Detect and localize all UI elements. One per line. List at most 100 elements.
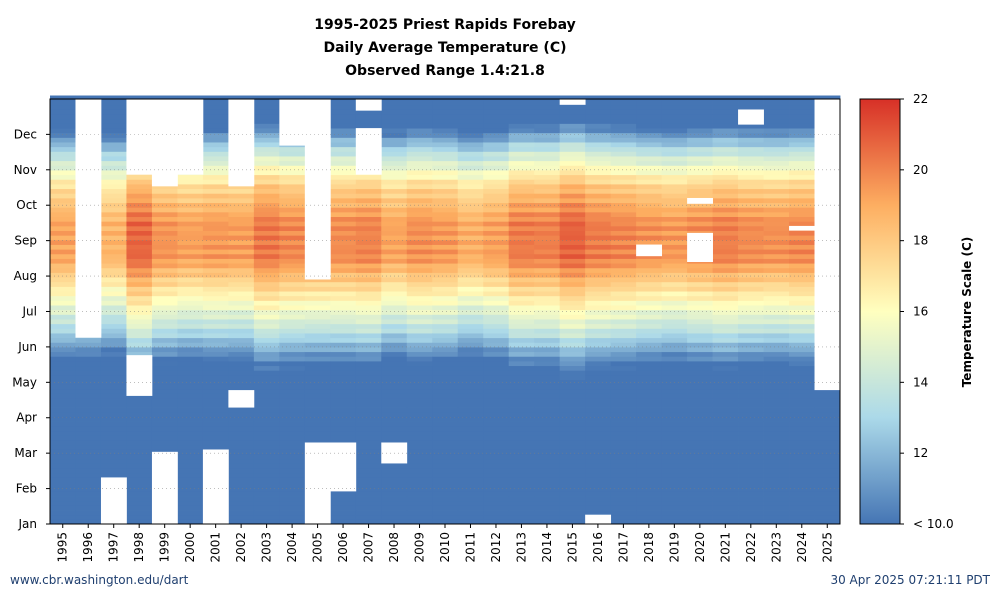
heat-cell	[661, 160, 688, 166]
footer-source-link[interactable]: www.cbr.washington.edu/dart	[10, 573, 189, 587]
heat-cell	[712, 319, 739, 325]
heat-cell	[202, 239, 229, 245]
missing-data-block	[228, 99, 255, 187]
heat-cell	[279, 277, 306, 283]
heat-cell	[585, 118, 612, 124]
heat-cell	[228, 449, 255, 455]
heat-cell	[483, 440, 510, 446]
heat-cell	[610, 295, 637, 301]
heat-cell	[279, 374, 306, 381]
heat-cell	[279, 328, 306, 334]
heat-cell	[50, 258, 76, 264]
heat-cell	[177, 291, 204, 297]
heat-cell	[789, 402, 815, 408]
heat-cell	[508, 165, 535, 171]
heat-cell	[508, 426, 535, 432]
heat-cell	[381, 109, 408, 115]
heat-cell	[559, 486, 586, 492]
heat-cell	[151, 277, 178, 283]
heat-cell	[789, 510, 815, 516]
heat-cell	[636, 109, 663, 115]
heat-cell	[457, 230, 484, 236]
heat-cell	[304, 281, 331, 287]
heat-cell	[50, 151, 76, 157]
heat-cell	[457, 365, 484, 371]
heat-cell	[126, 328, 153, 334]
heat-cell	[202, 416, 229, 422]
heat-cell	[585, 300, 612, 306]
heat-cell	[483, 356, 510, 362]
heat-cell	[304, 286, 331, 292]
heat-cell	[483, 463, 510, 469]
heat-cell	[406, 142, 433, 148]
heat-cell	[151, 263, 178, 269]
heat-cell	[432, 398, 459, 404]
heat-cell	[763, 295, 790, 301]
heat-cell	[279, 337, 306, 343]
heat-cell	[534, 211, 561, 218]
heat-cell	[559, 356, 586, 362]
heat-cell	[483, 426, 510, 432]
heat-cell	[457, 388, 484, 394]
heat-cell	[636, 323, 663, 329]
heat-cell	[432, 277, 459, 283]
missing-data-block	[151, 451, 178, 524]
heat-cell	[457, 249, 484, 255]
heat-cell	[253, 160, 280, 166]
heat-cell	[763, 486, 790, 492]
heat-cell	[151, 95, 178, 101]
x-tick-label: 2012	[489, 532, 503, 563]
heat-cell	[534, 95, 561, 101]
heat-cell	[763, 193, 790, 199]
heat-cell	[126, 514, 153, 520]
heat-cell	[534, 272, 561, 278]
heat-cell	[508, 128, 535, 134]
heat-cell	[151, 435, 178, 441]
heat-cell	[406, 328, 433, 334]
heat-cell	[202, 188, 229, 194]
heat-cell	[483, 454, 510, 460]
heat-cell	[228, 277, 255, 283]
heat-cell	[763, 184, 790, 190]
heat-cell	[636, 519, 663, 525]
heat-cell	[687, 170, 713, 176]
heat-cell	[687, 216, 713, 222]
heat-cell	[330, 416, 357, 422]
heat-cell	[355, 267, 382, 273]
heat-cell	[789, 184, 815, 190]
heat-cell	[151, 211, 178, 218]
heat-cell	[687, 360, 713, 367]
colorbar-tick-label: 14	[913, 375, 928, 389]
heat-cell	[661, 426, 688, 432]
heat-cell	[559, 370, 586, 376]
heat-cell	[151, 337, 178, 343]
heat-cell	[126, 225, 153, 231]
heat-cell	[50, 235, 76, 241]
heat-cell	[687, 109, 713, 115]
heat-cell	[228, 472, 255, 478]
x-tick-label: 2024	[795, 532, 809, 563]
heat-cell	[202, 374, 229, 381]
heat-cell	[483, 295, 510, 301]
heat-cell	[661, 440, 688, 446]
heat-cell	[814, 500, 841, 506]
heat-cell	[585, 211, 612, 218]
heat-cell	[253, 449, 280, 455]
heat-cell	[559, 137, 586, 143]
heat-cell	[100, 225, 127, 231]
heat-cell	[202, 225, 229, 231]
heat-cell	[789, 407, 815, 413]
heat-cell	[534, 291, 561, 297]
heat-cell	[738, 333, 764, 339]
heat-cell	[50, 146, 76, 152]
heat-cell	[50, 430, 76, 436]
heat-cell	[177, 347, 204, 353]
heat-cell	[483, 514, 510, 520]
heat-cell	[228, 319, 255, 325]
heat-cell	[457, 300, 484, 306]
heat-cell	[50, 482, 76, 488]
heat-cell	[712, 197, 739, 204]
heat-cell	[126, 468, 153, 474]
heat-cell	[50, 128, 76, 134]
heat-cell	[228, 482, 255, 488]
